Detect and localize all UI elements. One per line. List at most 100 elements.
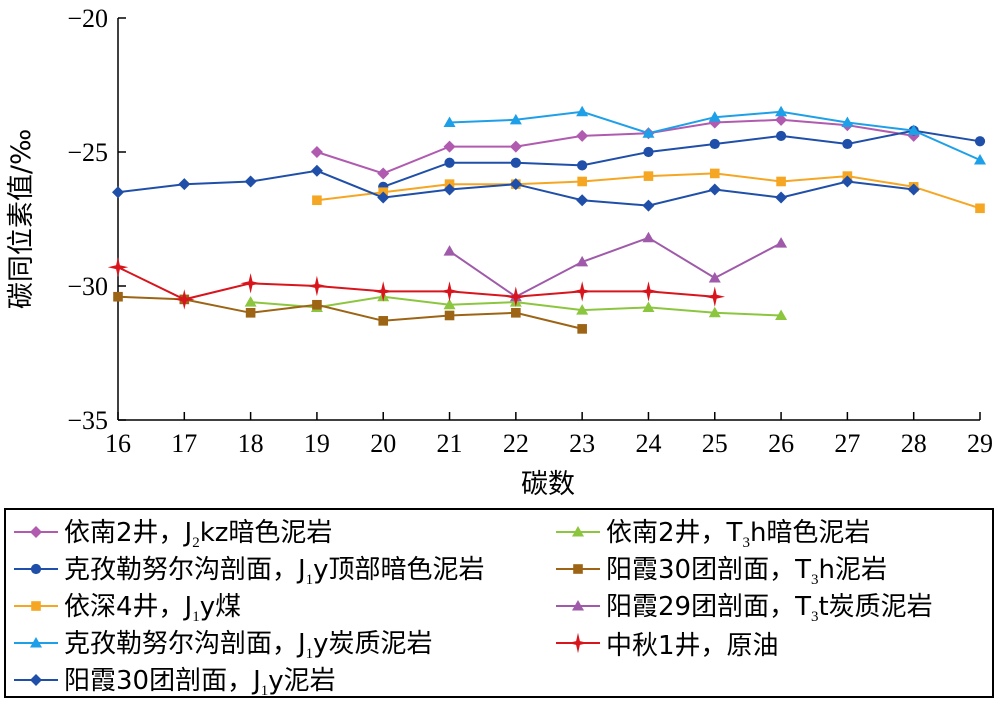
data-point — [775, 113, 788, 126]
data-point — [776, 176, 786, 187]
data-point — [638, 281, 659, 302]
x-tick-label: 17 — [171, 429, 197, 458]
data-point — [245, 308, 256, 318]
data-point — [907, 183, 920, 196]
series-line — [382, 129, 981, 188]
series-8 — [107, 257, 725, 310]
data-point — [30, 563, 42, 575]
legend-label: 阳霞30团剖面，J1y泥岩 — [64, 660, 336, 700]
legend-swatch — [14, 526, 58, 538]
x-tick-label: 20 — [370, 429, 396, 458]
data-point — [443, 245, 456, 256]
data-point — [178, 178, 191, 191]
data-point — [30, 526, 42, 538]
legend-item: 依南2井，J2kz暗色泥岩 — [12, 513, 332, 551]
x-tick-label: 24 — [635, 429, 661, 458]
series-line — [117, 266, 715, 301]
x-tick-label: 23 — [569, 429, 595, 458]
legend-label-subscript: 1 — [260, 683, 269, 700]
x-tick-label: 27 — [834, 429, 860, 458]
data-point — [576, 255, 589, 267]
legend-item: 克孜勒努尔沟剖面，J1y顶部暗色泥岩 — [12, 550, 485, 588]
legend-label: 阳霞30团剖面，T3h泥岩 — [606, 549, 887, 589]
data-point — [775, 309, 788, 320]
legend-label-main: 中秋1井，原油 — [606, 630, 779, 661]
legend-label-suffix: y煤 — [199, 591, 242, 622]
data-point — [312, 195, 322, 206]
data-point — [112, 186, 124, 199]
series-1 — [378, 125, 986, 192]
data-point — [30, 637, 42, 648]
data-point — [708, 306, 721, 318]
data-point — [709, 138, 720, 150]
data-point — [312, 299, 322, 310]
legend-label-main: 克孜勒努尔沟剖面，J — [64, 554, 306, 585]
legend-item: 阳霞30团剖面，T3h泥岩 — [554, 550, 887, 588]
legend-label-suffix: kz暗色泥岩 — [199, 517, 333, 548]
data-point — [439, 281, 460, 302]
legend-label: 克孜勒努尔沟剖面，J1y顶部暗色泥岩 — [64, 549, 485, 589]
legend-label: 克孜勒努尔沟剖面，J1y炭质泥岩 — [64, 623, 433, 663]
legend-label-suffix: y顶部暗色泥岩 — [313, 554, 485, 585]
legend-label-main: 阳霞29团剖面，T — [606, 591, 811, 622]
y-tick-label: −20 — [67, 4, 108, 33]
legend-label-subscript: 1 — [192, 609, 200, 626]
data-point — [443, 183, 456, 196]
legend-label-subscript: 3 — [810, 609, 819, 626]
legend-label-suffix: h泥岩 — [818, 554, 887, 585]
legend-item: 依深4井，J1y煤 — [12, 587, 241, 625]
x-tick-label: 22 — [503, 429, 529, 458]
data-point — [573, 564, 583, 574]
data-point — [643, 171, 654, 181]
legend-label-main: 阳霞30团剖面，T — [606, 554, 811, 585]
legend-label: 依南2井，J2kz暗色泥岩 — [64, 512, 332, 552]
data-point — [974, 136, 986, 147]
y-tick-label: −30 — [67, 272, 108, 301]
y-tick-label: −35 — [67, 406, 108, 435]
data-point — [443, 140, 456, 153]
data-point — [841, 175, 854, 188]
x-tick-label: 18 — [238, 429, 264, 458]
legend-label: 中秋1井，原油 — [606, 625, 779, 662]
series-line — [117, 295, 583, 330]
data-point — [310, 164, 323, 177]
legend-swatch — [14, 674, 58, 686]
data-point — [642, 301, 655, 312]
series-3 — [443, 105, 986, 165]
data-point — [310, 146, 323, 158]
data-point — [642, 127, 655, 138]
data-point — [708, 271, 721, 283]
legend-label-main: 阳霞30团剖面，J — [64, 665, 261, 696]
legend-swatch — [556, 632, 600, 654]
data-point — [576, 129, 589, 142]
x-tick-label: 19 — [304, 429, 330, 458]
chart: 16 17 18 19 20 21 22 23 24 25 26 27 28 29 −20 −25 −30 −35… — [6, 4, 993, 500]
legend-item: 克孜勒努尔沟剖面，J1y炭质泥岩 — [12, 624, 433, 662]
data-point — [444, 157, 455, 168]
data-point — [444, 310, 455, 321]
data-point — [577, 160, 588, 171]
data-point — [775, 105, 788, 117]
series-line — [448, 236, 782, 298]
legend-label-main: 克孜勒努尔沟剖面，J — [64, 628, 306, 659]
legend-swatch — [556, 526, 600, 537]
series-6 — [113, 291, 587, 334]
legend-label: 依深4井，J1y煤 — [64, 586, 241, 626]
legend-swatch — [14, 563, 58, 575]
data-point — [509, 178, 522, 191]
legend-label-subscript: 1 — [305, 646, 314, 663]
data-point — [567, 632, 589, 654]
data-point — [775, 191, 788, 204]
data-point — [30, 674, 42, 686]
data-point — [511, 308, 521, 318]
legend-item: 阳霞29团剖面，T3t炭质泥岩 — [554, 587, 933, 625]
legend-swatch — [14, 601, 58, 611]
data-point — [907, 124, 920, 136]
x-tick-label: 25 — [702, 429, 728, 458]
data-point — [244, 175, 257, 188]
data-point — [643, 146, 654, 158]
data-point — [708, 111, 721, 122]
data-point — [642, 231, 655, 243]
data-point — [576, 304, 589, 315]
data-point — [244, 296, 257, 307]
